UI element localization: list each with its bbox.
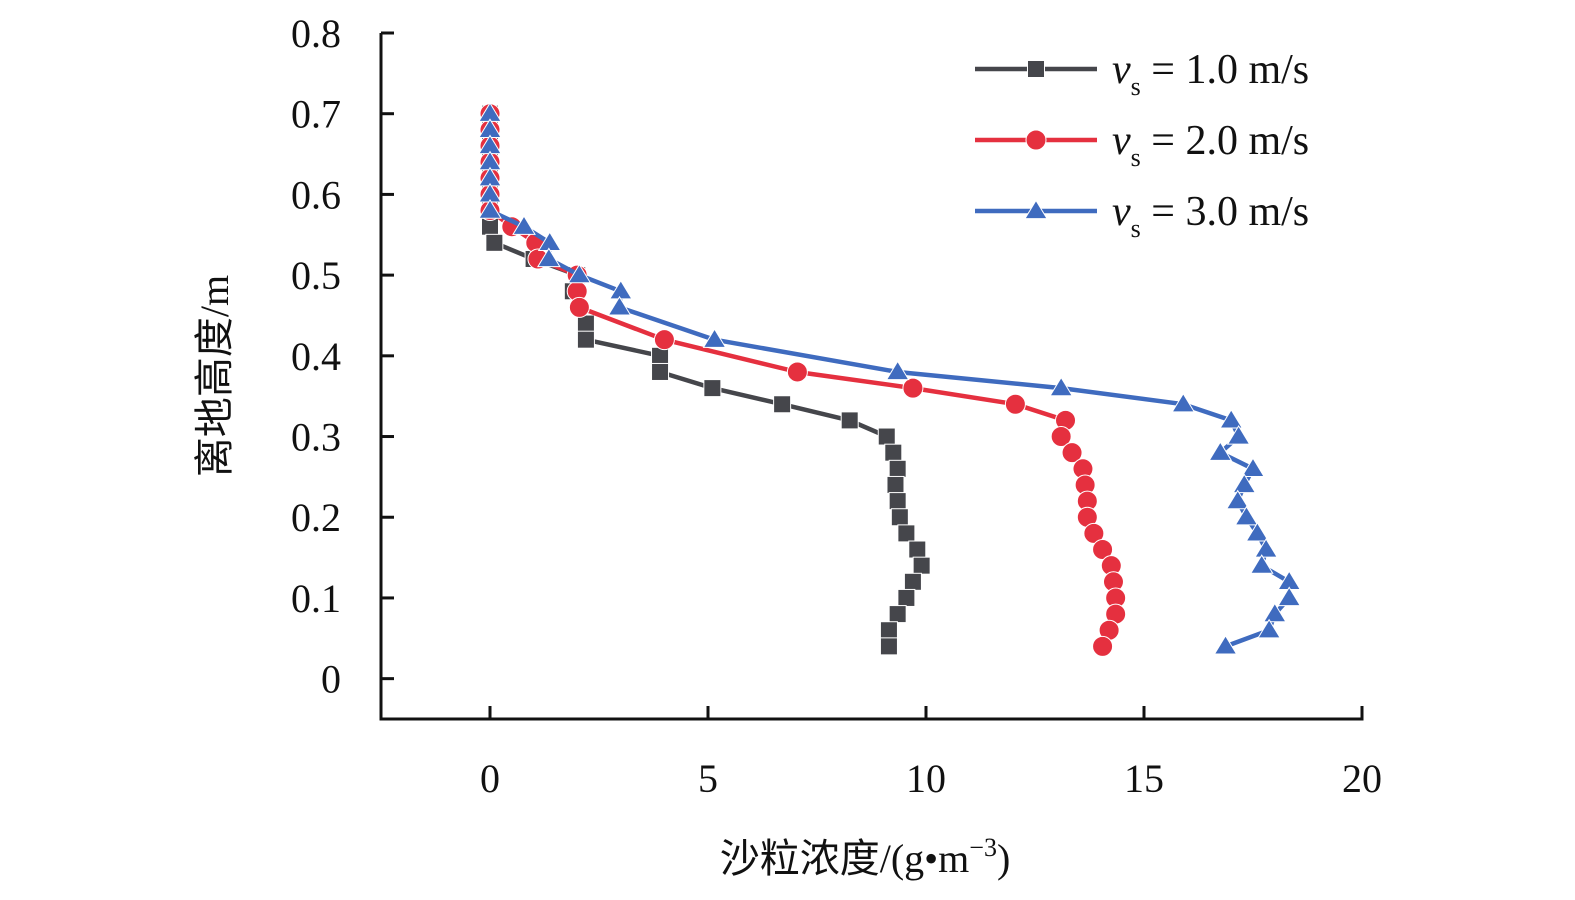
- data-point: [651, 362, 670, 381]
- data-point: [1254, 538, 1278, 558]
- y-tick-label: 0.8: [291, 11, 341, 56]
- data-point: [903, 572, 922, 591]
- x-axis-title-main: 沙粒浓度/(g•m: [720, 836, 970, 881]
- legend-item: vs = 3.0 m/s: [975, 189, 1309, 243]
- legend-var: v: [1112, 189, 1131, 235]
- axes: 0 0.1 0.2 0.3 0.4 0.5 0.6 0.7 0.8 0 5 10 15 20: [291, 11, 1382, 801]
- data-point: [1061, 442, 1083, 464]
- data-point: [786, 361, 808, 383]
- series-circle: [479, 103, 1127, 657]
- data-point: [702, 328, 727, 348]
- x-tick-label: 15: [1124, 756, 1164, 801]
- data-point: [885, 360, 910, 381]
- x-tick-label: 0: [480, 756, 500, 801]
- series-layer: [478, 102, 1302, 657]
- data-point: [1232, 473, 1257, 494]
- x-axis-title: 沙粒浓度/(g•m−3): [720, 833, 1011, 881]
- legend: vs = 1.0 m/svs = 2.0 m/svs = 3.0 m/s: [975, 47, 1309, 243]
- data-point: [1083, 522, 1105, 544]
- data-point: [478, 199, 502, 219]
- legend-sub: s: [1131, 214, 1141, 243]
- data-point: [1249, 554, 1274, 574]
- legend-marker: [1024, 199, 1048, 220]
- data-point: [773, 395, 792, 414]
- y-tick-label: 0.3: [291, 415, 341, 460]
- data-point: [1257, 618, 1282, 639]
- x-tick-label: 20: [1342, 756, 1382, 801]
- legend-item: vs = 1.0 m/s: [975, 47, 1309, 101]
- data-point: [1219, 408, 1244, 429]
- data-point: [568, 296, 590, 318]
- data-point: [1241, 457, 1265, 477]
- data-point: [1004, 393, 1026, 415]
- y-tick-label: 0.1: [291, 576, 341, 621]
- data-point: [1234, 505, 1259, 526]
- data-point: [1262, 602, 1287, 623]
- legend-value: = 3.0 m/s: [1141, 189, 1309, 235]
- data-point: [567, 263, 592, 284]
- data-point: [1213, 634, 1238, 655]
- y-tick-label: 0: [321, 657, 341, 702]
- data-point: [536, 247, 561, 268]
- data-point: [888, 605, 907, 624]
- data-point: [902, 377, 924, 399]
- data-point: [1226, 425, 1251, 445]
- data-point: [897, 524, 916, 543]
- data-point: [1208, 441, 1233, 461]
- legend-sub: s: [1131, 143, 1141, 172]
- data-point: [607, 295, 632, 316]
- data-point: [890, 508, 909, 527]
- data-point: [886, 475, 905, 494]
- data-point: [1277, 586, 1302, 607]
- legend-value: = 1.0 m/s: [1141, 47, 1309, 93]
- data-point: [897, 588, 916, 607]
- data-point: [1049, 376, 1074, 397]
- y-tick-label: 0.6: [291, 172, 341, 217]
- x-tick-label: 5: [698, 756, 718, 801]
- legend-label: vs = 1.0 m/s: [1112, 47, 1309, 101]
- data-point: [888, 492, 907, 511]
- legend-value: = 2.0 m/s: [1141, 118, 1309, 164]
- legend-var: v: [1112, 118, 1131, 164]
- y-tick-label: 0.4: [291, 334, 341, 379]
- x-axis-title-sup: −3: [969, 833, 997, 862]
- y-tick-label: 0.5: [291, 253, 341, 298]
- data-point: [1092, 539, 1114, 561]
- data-point: [1050, 426, 1072, 448]
- data-point: [485, 233, 504, 252]
- x-axis-title-close: ): [997, 836, 1010, 881]
- data-point: [576, 330, 595, 349]
- data-point: [703, 379, 722, 398]
- data-point: [879, 637, 898, 656]
- data-point: [908, 540, 927, 559]
- data-point: [879, 621, 898, 640]
- data-point: [1225, 489, 1250, 510]
- data-point: [884, 443, 903, 462]
- legend-marker: [1027, 60, 1045, 78]
- data-point: [912, 556, 931, 575]
- y-tick-label: 0.2: [291, 495, 341, 540]
- legend-label: vs = 2.0 m/s: [1112, 118, 1309, 172]
- data-point: [888, 459, 907, 478]
- y-axis-title: 离地高度/m: [192, 275, 237, 477]
- legend-label: vs = 3.0 m/s: [1112, 189, 1309, 243]
- data-point: [1171, 392, 1196, 413]
- legend-marker: [1025, 129, 1047, 151]
- x-tick-label: 10: [906, 756, 946, 801]
- legend-item: vs = 2.0 m/s: [975, 118, 1309, 172]
- legend-var: v: [1112, 47, 1131, 93]
- series-triangle: [478, 102, 1302, 655]
- data-point: [1245, 521, 1270, 542]
- data-point: [840, 411, 859, 430]
- data-point: [512, 215, 536, 235]
- data-point: [653, 329, 675, 351]
- data-point: [877, 427, 896, 446]
- y-tick-label: 0.7: [291, 92, 341, 137]
- legend-sub: s: [1131, 72, 1141, 101]
- data-point: [1092, 635, 1114, 657]
